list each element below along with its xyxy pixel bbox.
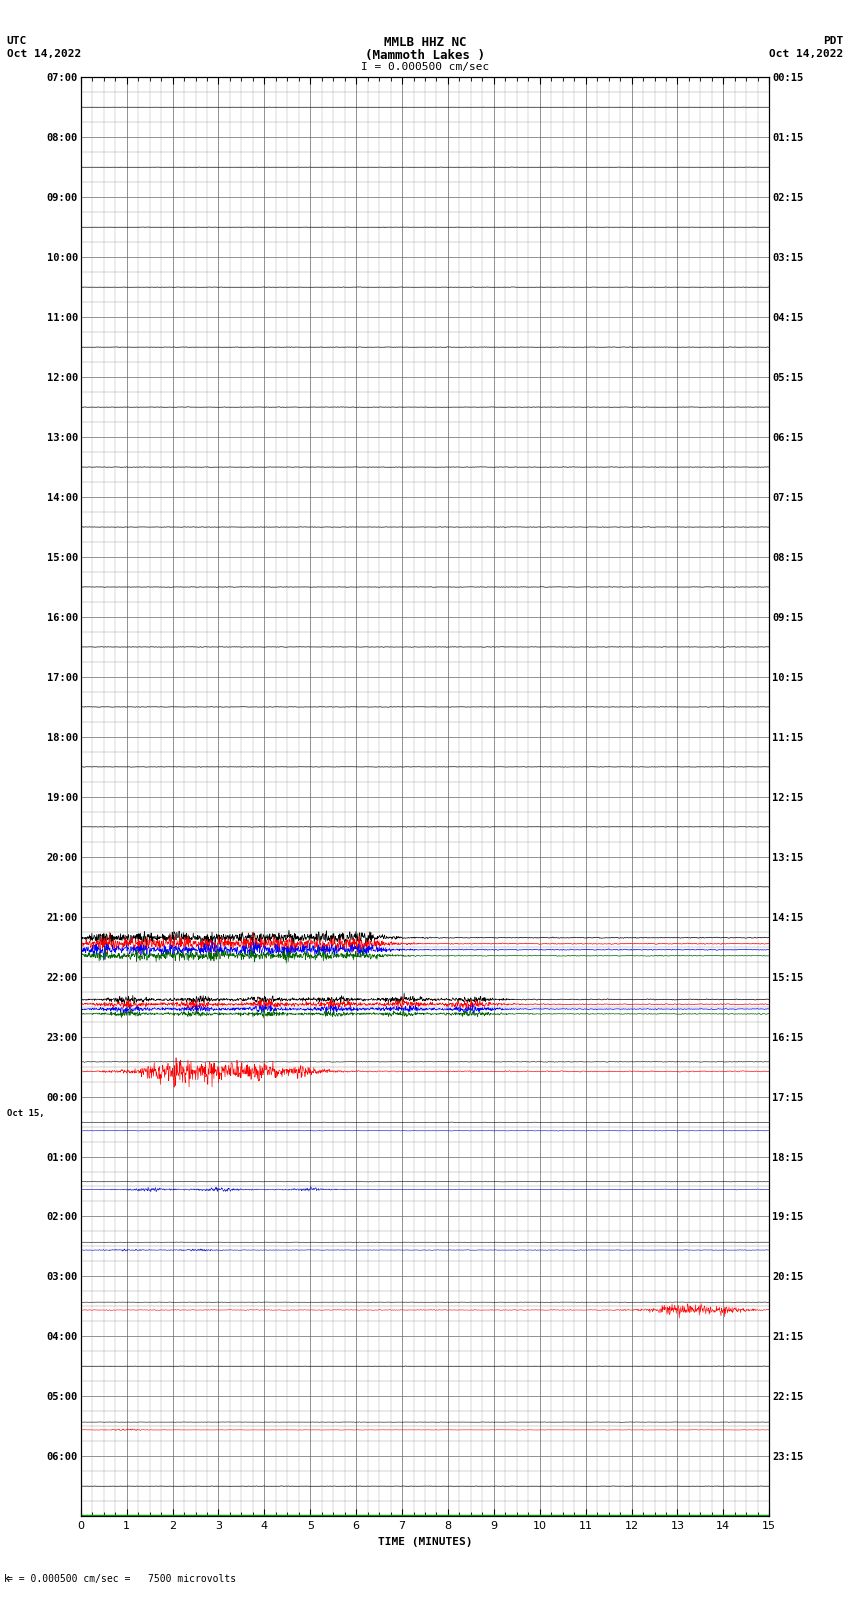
Text: Oct 14,2022: Oct 14,2022 (7, 50, 81, 60)
Text: PDT: PDT (823, 37, 843, 47)
Text: Oct 14,2022: Oct 14,2022 (769, 50, 843, 60)
Text: MMLB HHZ NC: MMLB HHZ NC (383, 37, 467, 50)
Text: (Mammoth Lakes ): (Mammoth Lakes ) (365, 50, 485, 63)
X-axis label: TIME (MINUTES): TIME (MINUTES) (377, 1537, 473, 1547)
Text: k: k (3, 1574, 9, 1584)
Text: = = 0.000500 cm/sec =   7500 microvolts: = = 0.000500 cm/sec = 7500 microvolts (7, 1574, 236, 1584)
Text: Oct 15,: Oct 15, (7, 1110, 44, 1118)
Text: I = 0.000500 cm/sec: I = 0.000500 cm/sec (361, 63, 489, 73)
Text: UTC: UTC (7, 37, 27, 47)
